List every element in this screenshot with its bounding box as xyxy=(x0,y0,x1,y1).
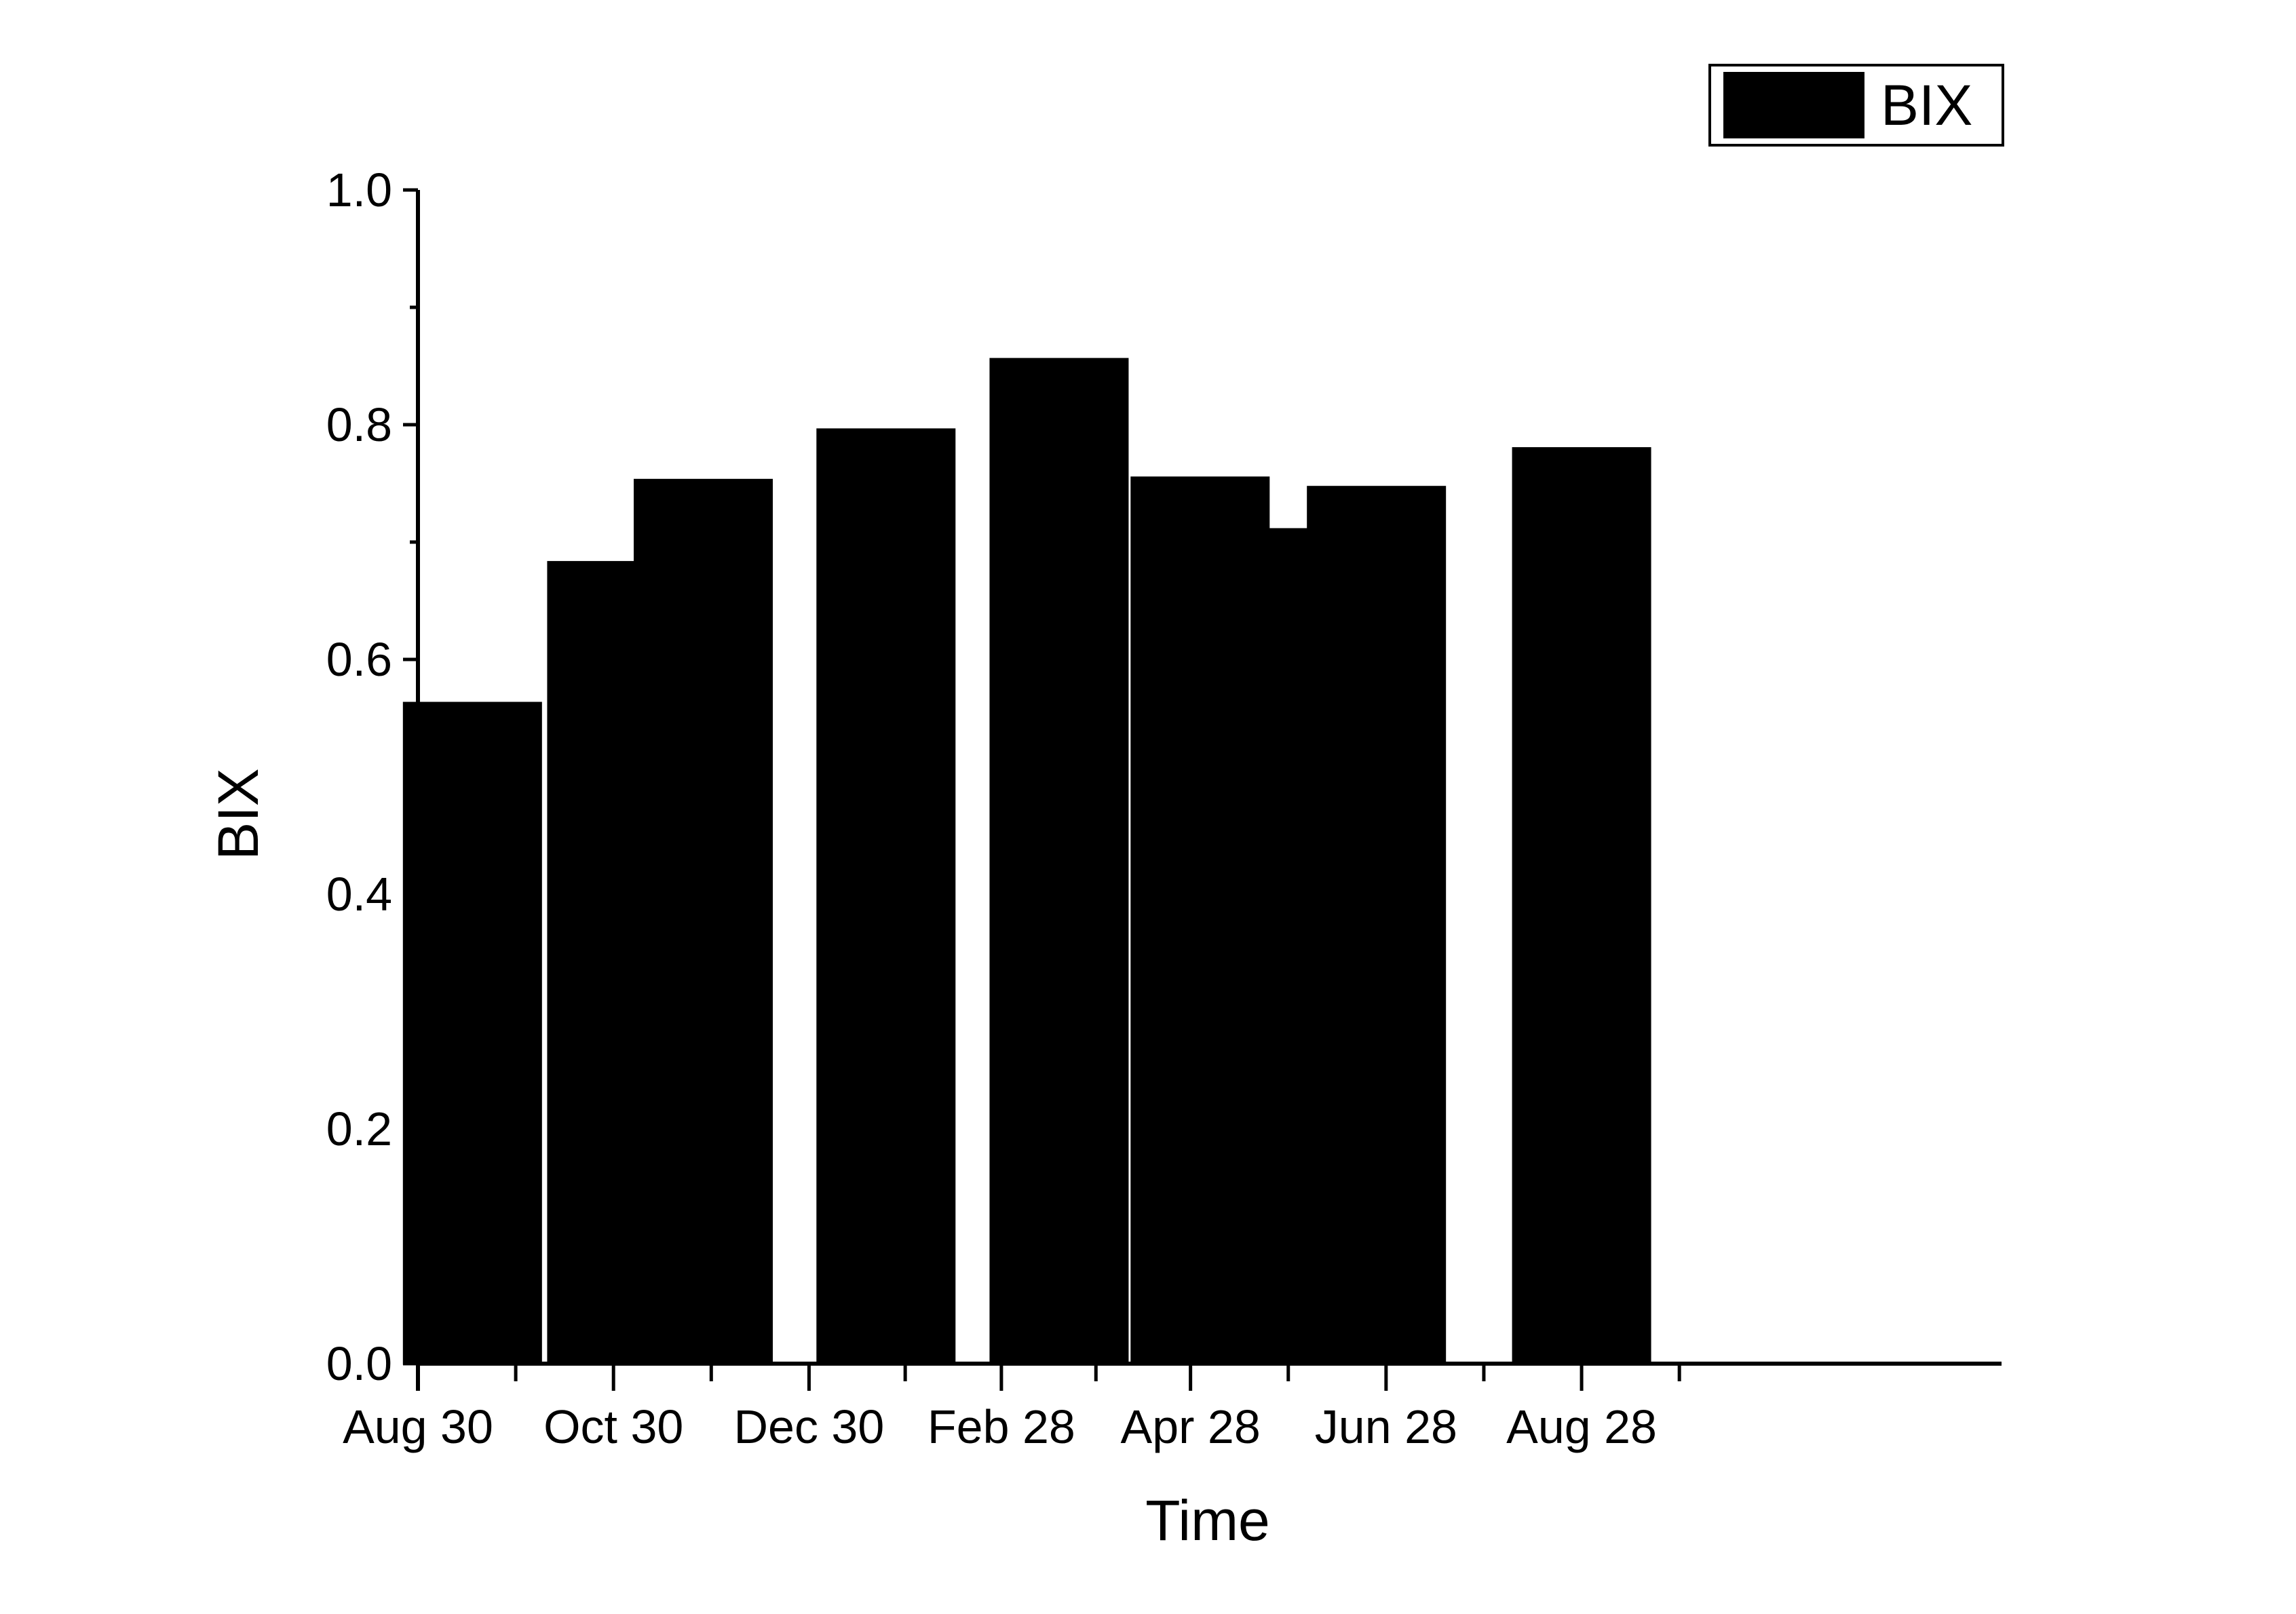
y-tick-label: 0.0 xyxy=(326,1337,392,1390)
y-axis-title: BIX xyxy=(206,768,270,860)
x-tick-label: Oct 30 xyxy=(543,1400,683,1453)
bar xyxy=(1512,447,1651,1365)
ticks-group: 0.0 0.2 0.4 0.6 0.8 1.0 Aug 30 Oct 30 Dec 30 Feb … xyxy=(326,164,1681,1453)
x-tick-label: Aug 28 xyxy=(1506,1400,1657,1453)
x-tick-label: Aug 30 xyxy=(343,1400,493,1453)
legend-label: BIX xyxy=(1881,73,1972,137)
legend-swatch xyxy=(1723,72,1864,138)
bars-group xyxy=(402,358,1651,1365)
x-tick-label: Dec 30 xyxy=(734,1400,885,1453)
bar xyxy=(816,428,956,1365)
y-tick-label: 0.4 xyxy=(326,868,392,921)
bar xyxy=(402,702,542,1365)
y-tick-label: 0.6 xyxy=(326,633,392,686)
x-tick-label: Apr 28 xyxy=(1121,1400,1261,1453)
x-tick-label: Feb 28 xyxy=(927,1400,1075,1453)
axes-group xyxy=(416,190,2002,1391)
bar xyxy=(633,478,773,1365)
y-tick-label: 0.2 xyxy=(326,1102,392,1155)
x-axis-title: Time xyxy=(1145,1488,1270,1552)
bar xyxy=(989,358,1129,1365)
y-tick-label: 0.8 xyxy=(326,398,392,451)
x-tick-label: Jun 28 xyxy=(1315,1400,1457,1453)
bar xyxy=(1307,486,1447,1365)
y-tick-label: 1.0 xyxy=(326,164,392,216)
legend: BIX xyxy=(1708,64,2004,147)
